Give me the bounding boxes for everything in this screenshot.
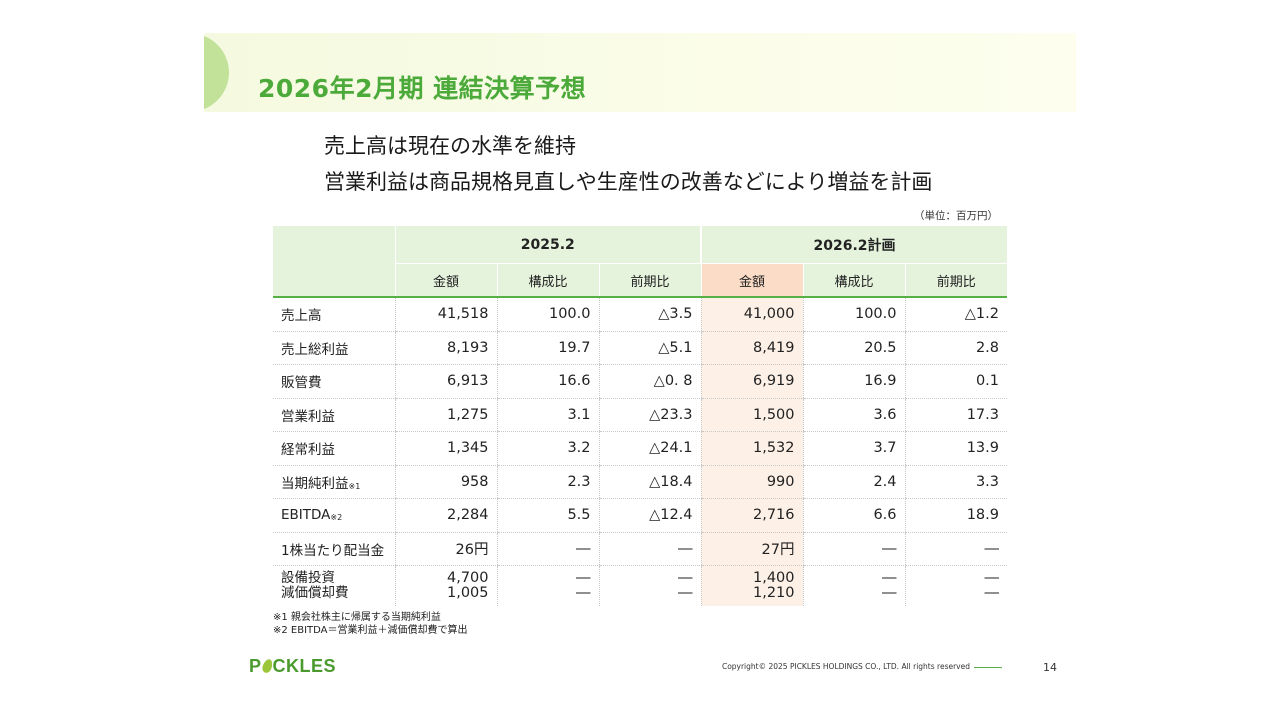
header-corner-lower xyxy=(273,263,395,298)
table-cell: △0. 8 xyxy=(598,364,701,399)
header-period-plan: 2026.2計画 xyxy=(700,226,1007,264)
table-cell: 6,913 xyxy=(394,364,497,399)
lead-line-1: 売上高は現在の水準を維持 xyxy=(324,134,576,158)
table-row: 1株当たり配当金 26円 ― ― 27円 ― ― xyxy=(273,532,1007,566)
table-cell: 3.7 xyxy=(802,431,905,466)
row-label: 販管費 xyxy=(273,364,395,399)
table-cell: 2.3 xyxy=(496,465,599,499)
footnote-mark: ※1 xyxy=(348,481,361,491)
table-cell: △5.1 xyxy=(598,331,701,365)
table-cell: 2,716 xyxy=(700,498,803,533)
table-cell: △18.4 xyxy=(598,465,701,499)
table-row: 販管費 6,913 16.6 △0. 8 6,919 16.9 0.1 xyxy=(273,364,1007,399)
table-cell: 16.6 xyxy=(496,364,599,399)
table-cell: 20.5 xyxy=(802,331,905,365)
table-cell: 17.3 xyxy=(904,398,1007,432)
lead-line-2: 営業利益は商品規格見直しや生産性の改善などにより増益を計画 xyxy=(324,170,933,194)
table-cell: 19.7 xyxy=(496,331,599,365)
table-cell: 3.1 xyxy=(496,398,599,432)
table-cell: 1,345 xyxy=(394,431,497,466)
table-cell: 27円 xyxy=(700,532,803,566)
row-label: 経常利益 xyxy=(273,431,395,466)
table-cell: △3.5 xyxy=(598,297,701,332)
table-cell: 3.6 xyxy=(802,398,905,432)
table-cell: 2.8 xyxy=(904,331,1007,365)
row-label: 当期純利益※1 xyxy=(273,465,395,499)
footnote-mark: ※2 xyxy=(330,513,343,523)
header-amount-prev: 金額 xyxy=(394,263,497,298)
table-cell: ― xyxy=(598,532,701,566)
divider xyxy=(974,666,1002,668)
table-cell: 990 xyxy=(700,465,803,499)
table-cell: △1.2 xyxy=(904,297,1007,332)
table-row: 売上高 41,518 100.0 △3.5 41,000 100.0 △1.2 xyxy=(273,297,1007,332)
row-label: 売上総利益 xyxy=(273,331,395,365)
table-row: 当期純利益※1 958 2.3 △18.4 990 2.4 3.3 xyxy=(273,465,1007,499)
table-cell: 18.9 xyxy=(904,498,1007,533)
table-cell: 2,284 xyxy=(394,498,497,533)
row-label: 1株当たり配当金 xyxy=(273,532,395,566)
table-cell: ― ― xyxy=(598,565,701,606)
table-cell: 100.0 xyxy=(802,297,905,332)
header-amount-plan: 金額 xyxy=(700,263,803,298)
table-cell: 1,532 xyxy=(700,431,803,466)
unit-label: （単位：百万円） xyxy=(914,210,998,222)
table-cell: 8,419 xyxy=(700,331,803,365)
table-cell: 1,400 1,210 xyxy=(700,565,803,606)
table-cell: 41,518 xyxy=(394,297,497,332)
page-title: 2026年2月期 連結決算予想 xyxy=(258,74,587,103)
table-cell: ― xyxy=(904,532,1007,566)
table-cell: 1,275 xyxy=(394,398,497,432)
header-ratio-prev: 構成比 xyxy=(496,263,599,298)
page-number: 14 xyxy=(1043,661,1057,674)
table-row: EBITDA※2 2,284 5.5 △12.4 2,716 6.6 18.9 xyxy=(273,498,1007,533)
table-cell: 958 xyxy=(394,465,497,499)
table-cell: 3.2 xyxy=(496,431,599,466)
table-cell: 5.5 xyxy=(496,498,599,533)
table-cell: 2.4 xyxy=(802,465,905,499)
table-cell: 16.9 xyxy=(802,364,905,399)
copyright: Copyright© 2025 PICKLES HOLDINGS CO., LT… xyxy=(722,662,1008,671)
title-band: 2026年2月期 連結決算予想 xyxy=(204,33,1076,112)
table-cell: 6,919 xyxy=(700,364,803,399)
title-decoration xyxy=(204,33,229,112)
table-cell: 1,500 xyxy=(700,398,803,432)
table-cell: ― xyxy=(802,532,905,566)
table-cell: 41,000 xyxy=(700,297,803,332)
row-label: 営業利益 xyxy=(273,398,395,432)
table-cell: 13.9 xyxy=(904,431,1007,466)
forecast-table: 2025.2 2026.2計画 金額 構成比 前期比 金額 構成比 前期比 売上… xyxy=(273,226,1007,606)
table-cell: ― xyxy=(496,532,599,566)
table-cell: 26円 xyxy=(394,532,497,566)
footnote-2: ※2 EBITDA＝営業利益＋減価償却費で算出 xyxy=(273,625,468,636)
table-row: 経常利益 1,345 3.2 △24.1 1,532 3.7 13.9 xyxy=(273,431,1007,466)
table-cell: 8,193 xyxy=(394,331,497,365)
row-label: 売上高 xyxy=(273,297,395,332)
row-label: 設備投資 減価償却費 xyxy=(281,570,349,601)
table-cell: ― ― xyxy=(904,565,1007,606)
table-cell: ― ― xyxy=(496,565,599,606)
table-cell: △23.3 xyxy=(598,398,701,432)
table-cell: 100.0 xyxy=(496,297,599,332)
table-cell: ― ― xyxy=(802,565,905,606)
row-label: EBITDA※2 xyxy=(273,498,395,533)
company-logo: P CKLES xyxy=(249,656,337,676)
table-row: 営業利益 1,275 3.1 △23.3 1,500 3.6 17.3 xyxy=(273,398,1007,432)
table-cell: 6.6 xyxy=(802,498,905,533)
header-period-prev: 2025.2 xyxy=(395,226,701,264)
footnote-1: ※1 親会社株主に帰属する当期純利益 xyxy=(273,612,441,623)
table-cell: 4,700 1,005 xyxy=(394,565,497,606)
table-cell: 3.3 xyxy=(904,465,1007,499)
header-yoy-plan: 前期比 xyxy=(904,263,1007,298)
footnotes: ※1 親会社株主に帰属する当期純利益 ※2 EBITDA＝営業利益＋減価償却費で… xyxy=(273,611,468,637)
table-cell: 0.1 xyxy=(904,364,1007,399)
header-yoy-prev: 前期比 xyxy=(598,263,701,298)
table-row: 売上総利益 8,193 19.7 △5.1 8,419 20.5 2.8 xyxy=(273,331,1007,365)
table-cell: △12.4 xyxy=(598,498,701,533)
table-row: 設備投資 減価償却費 4,700 1,005 ― ― ― ― 1,400 1,210 ―… xyxy=(273,565,1007,606)
header-corner xyxy=(273,226,396,264)
header-ratio-plan: 構成比 xyxy=(802,263,905,298)
table-cell: △24.1 xyxy=(598,431,701,466)
slide: 2026年2月期 連結決算予想 売上高は現在の水準を維持 営業利益は商品規格見直… xyxy=(204,0,1076,720)
